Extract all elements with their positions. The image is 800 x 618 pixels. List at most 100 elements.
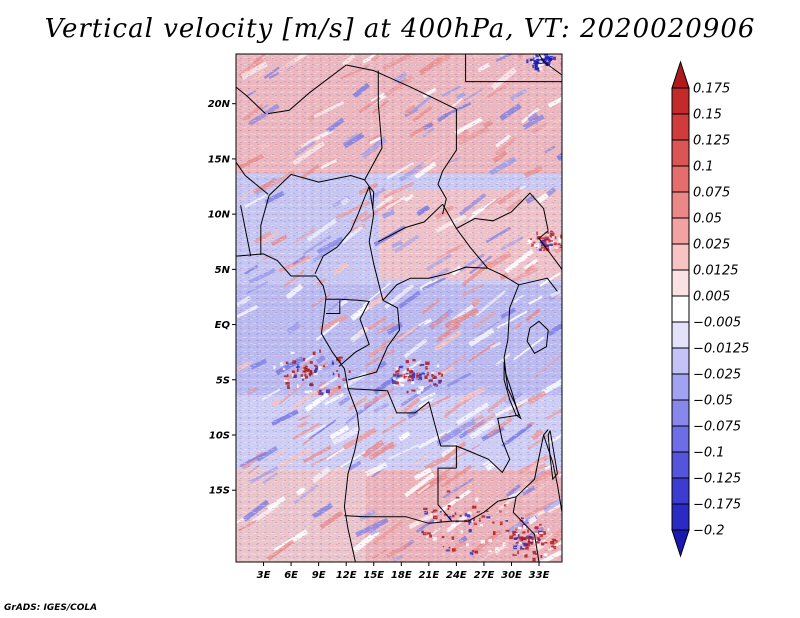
colorbar-swatch	[671, 295, 690, 323]
colorbar: 0.175 0.15 0.125 0.1 0.075 0.05 0.025 0.0125 0.0…	[671, 60, 749, 558]
border-drc-south-sudan	[487, 267, 520, 286]
border-lake-chad	[364, 179, 375, 209]
border-niger-mali	[236, 161, 269, 195]
border-libya-chad	[346, 64, 457, 110]
colorbar-min-arrow	[671, 529, 690, 558]
colorbar-swatch	[671, 347, 690, 375]
colorbar-swatch	[671, 477, 690, 505]
colorbar-swatch	[671, 113, 690, 141]
latitude-axis: 20N 15N 10N 5N EQ 5S 10S 15S	[208, 99, 236, 497]
colorbar-label: 0.075	[693, 186, 730, 201]
lon-tick-label: 15E	[363, 570, 384, 581]
border-south-sudan-north	[456, 192, 549, 231]
colorbar-swatch	[671, 191, 690, 219]
border-south-sudan-ethiopia	[538, 230, 562, 270]
colorbar-label: −0.005	[693, 316, 741, 331]
border-drc-zambia	[456, 414, 519, 474]
colorbar-label: 0.025	[693, 238, 730, 253]
colorbar-label: −0.05	[693, 394, 733, 409]
grads-credit: GrADS: IGES/COLA	[4, 603, 98, 613]
colorbar-label: 0.175	[693, 82, 730, 97]
lat-tick-label: 15N	[208, 154, 231, 165]
lon-tick-label: 24E	[446, 570, 467, 581]
border-benin	[260, 195, 270, 255]
lon-tick-label: 18E	[391, 570, 412, 581]
coastline-west	[236, 253, 360, 562]
lon-tick-label: 6E	[284, 570, 298, 581]
colorbar-swatch	[671, 503, 690, 531]
colorbar-label: −0.0125	[693, 342, 749, 357]
lat-tick-label: 10N	[208, 210, 231, 221]
lat-tick-label: 5S	[216, 375, 230, 386]
colorbar-label: −0.175	[693, 498, 741, 513]
border-algeria-mali	[236, 86, 266, 114]
country-borders	[236, 54, 562, 562]
border-nigeria-cameroon	[314, 186, 370, 275]
colorbar-label: 0.125	[693, 134, 730, 149]
lat-tick-label: EQ	[215, 320, 231, 331]
border-angola-namibia	[344, 515, 469, 524]
lon-tick-label: 27E	[474, 570, 495, 581]
colorbar-max-arrow	[671, 60, 690, 89]
map-frame	[235, 53, 563, 563]
lake-tanganyika	[503, 362, 522, 420]
border-mozambique	[512, 496, 540, 562]
colorbar-swatch	[671, 373, 690, 401]
border-chad-niger	[364, 70, 383, 181]
colorbar-swatch	[671, 217, 690, 245]
border-car-chad	[378, 203, 443, 243]
colorbar-swatch	[671, 139, 690, 167]
colorbar-label: 0.05	[693, 212, 722, 227]
colorbar-swatch	[671, 87, 690, 115]
lake-victoria	[526, 320, 549, 354]
border-cameroon-car	[368, 186, 384, 301]
velocity-field	[236, 54, 562, 562]
border-car-south	[382, 266, 488, 301]
border-uganda	[518, 277, 558, 292]
colorbar-label: 0.15	[693, 108, 722, 123]
map-title: Vertical velocity [m/s] at 400hPa, VT: 2…	[44, 14, 756, 44]
border-congo-drc	[347, 299, 401, 381]
nile-delta-coast	[538, 54, 562, 76]
border-gabon-congo	[326, 298, 370, 367]
colorbar-swatch	[671, 451, 690, 479]
colorbar-swatch	[671, 321, 690, 349]
lon-tick-label: 33E	[529, 570, 550, 581]
border-drc-uganda	[507, 284, 520, 341]
colorbar-swatch	[671, 243, 690, 271]
lat-tick-label: 10S	[209, 431, 230, 442]
border-car-sudan	[442, 203, 488, 269]
longitude-axis: 3E 6E 9E 12E 15E 18E 21E 24E 27E 30E 33E	[257, 562, 550, 581]
border-angola-zambia	[437, 467, 457, 522]
lon-tick-label: 12E	[336, 570, 357, 581]
border-togo	[240, 205, 252, 257]
border-drc-angola	[347, 388, 457, 469]
colorbar-label: −0.025	[693, 368, 741, 383]
lon-tick-label: 3E	[257, 570, 271, 581]
border-zambia-zimbabwe	[468, 496, 517, 522]
colorbar-label: −0.2	[693, 524, 725, 539]
border-zambia-malawi	[515, 429, 549, 498]
border-malawi	[543, 434, 562, 513]
border-eq-guinea	[326, 300, 341, 314]
colorbar-label: −0.075	[693, 420, 741, 435]
colorbar-swatch	[671, 425, 690, 453]
lat-tick-label: 5N	[215, 265, 231, 276]
colorbar-label: −0.125	[693, 472, 741, 487]
lake-malawi	[547, 430, 558, 481]
lat-tick-label: 15S	[209, 486, 230, 497]
colorbar-swatch	[671, 269, 690, 297]
lon-tick-label: 9E	[312, 570, 326, 581]
lat-tick-label: 20N	[208, 99, 231, 110]
colorbar-label: 0.0125	[693, 264, 739, 279]
border-chad-sudan	[437, 109, 457, 215]
lon-tick-label: 21E	[418, 570, 439, 581]
colorbar-swatch	[671, 399, 690, 427]
lon-tick-label: 30E	[501, 570, 522, 581]
border-algeria-niger	[268, 64, 347, 115]
colorbar-label: 0.005	[693, 290, 730, 305]
colorbar-label: −0.1	[693, 446, 725, 461]
colorbar-label: 0.1	[693, 160, 714, 175]
colorbar-swatch	[671, 165, 690, 193]
